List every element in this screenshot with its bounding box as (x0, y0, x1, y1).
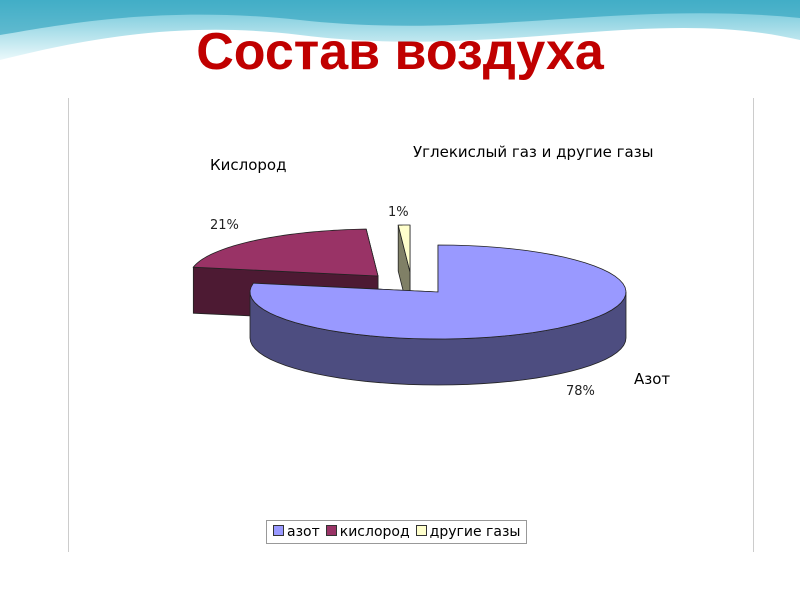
pct-kislorod: 21% (210, 218, 239, 233)
label-azot: Азот (634, 370, 671, 388)
legend: азот кислород другие газы (266, 520, 528, 544)
label-other-gases: Углекислый газ и другие газы (413, 143, 654, 161)
label-kislorod: Кислород (210, 156, 287, 174)
legend-text: другие газы (429, 524, 521, 540)
pct-azot: 78% (566, 384, 595, 399)
slice-top (249, 244, 627, 340)
pie-slice-0 (249, 244, 627, 386)
legend-item-kislorod: кислород (325, 524, 410, 540)
legend-swatch (415, 525, 427, 536)
legend-text: кислород (339, 524, 410, 540)
legend-text: азот (287, 524, 320, 540)
pct-other-gases: 1% (388, 205, 409, 220)
legend-item-azot: азот (273, 524, 320, 540)
pie-slice-2 (397, 224, 411, 319)
legend-swatch (325, 525, 337, 536)
slice-top (397, 224, 411, 273)
legend-item-other: другие газы (415, 524, 521, 540)
slide-title: Состав воздуха (196, 23, 604, 81)
legend-swatch (273, 525, 284, 536)
slice-top (192, 228, 379, 277)
